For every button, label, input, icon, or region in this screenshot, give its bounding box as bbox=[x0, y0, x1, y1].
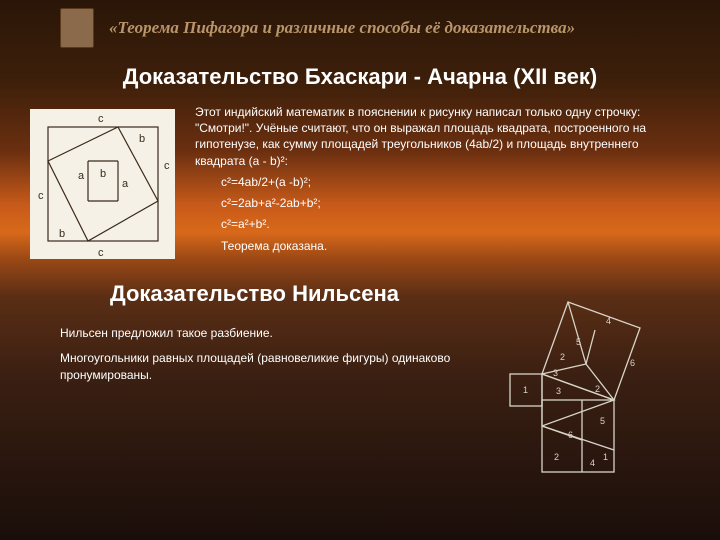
top-content: c b c c c b a b a Этот индийский математ… bbox=[0, 104, 720, 259]
svg-text:4: 4 bbox=[590, 458, 595, 468]
intro-paragraph: Этот индийский математик в пояснении к р… bbox=[195, 104, 690, 169]
bhaskara-diagram: c b c c c b a b a bbox=[30, 109, 175, 259]
body-text: Этот индийский математик в пояснении к р… bbox=[195, 104, 690, 259]
section1-title: Доказательство Бхаскари - Ачарна (XII ве… bbox=[0, 64, 720, 90]
svg-text:4: 4 bbox=[606, 316, 611, 326]
proof-done: Теорема доказана. bbox=[221, 238, 690, 254]
formula-3: с²=a²+b². bbox=[221, 216, 690, 232]
formula-1: с²=4ab/2+(a -b)²; bbox=[221, 174, 690, 190]
header: «Теорема Пифагора и различные способы её… bbox=[0, 0, 720, 52]
pythagoras-portrait bbox=[60, 8, 94, 48]
svg-text:1: 1 bbox=[603, 452, 608, 462]
svg-text:c: c bbox=[164, 160, 170, 172]
svg-text:5: 5 bbox=[576, 337, 581, 347]
svg-text:3: 3 bbox=[556, 386, 561, 396]
formula-2: с²=2ab+a²-2ab+b²; bbox=[221, 195, 690, 211]
svg-text:c: c bbox=[38, 190, 44, 202]
nielsen-p1: Нильсен предложил такое разбиение. bbox=[60, 325, 480, 342]
banner-title: «Теорема Пифагора и различные способы её… bbox=[109, 18, 575, 38]
svg-text:5: 5 bbox=[600, 416, 605, 426]
svg-text:b: b bbox=[100, 168, 106, 180]
svg-text:b: b bbox=[59, 228, 65, 240]
svg-text:a: a bbox=[122, 178, 129, 190]
svg-text:3: 3 bbox=[553, 368, 558, 378]
svg-text:b: b bbox=[139, 133, 145, 145]
svg-text:2: 2 bbox=[554, 452, 559, 462]
svg-text:a: a bbox=[78, 170, 85, 182]
nielsen-diagram: 4 5 2 3 6 1 2 3 6 5 2 4 1 bbox=[490, 300, 660, 490]
svg-text:2: 2 bbox=[595, 384, 600, 394]
svg-text:c: c bbox=[98, 113, 104, 125]
nielsen-p2: Многоугольники равных площадей (равновел… bbox=[60, 350, 480, 384]
svg-text:2: 2 bbox=[560, 352, 565, 362]
svg-text:6: 6 bbox=[568, 430, 573, 440]
svg-text:c: c bbox=[98, 247, 104, 259]
svg-text:6: 6 bbox=[630, 358, 635, 368]
svg-text:1: 1 bbox=[523, 385, 528, 395]
